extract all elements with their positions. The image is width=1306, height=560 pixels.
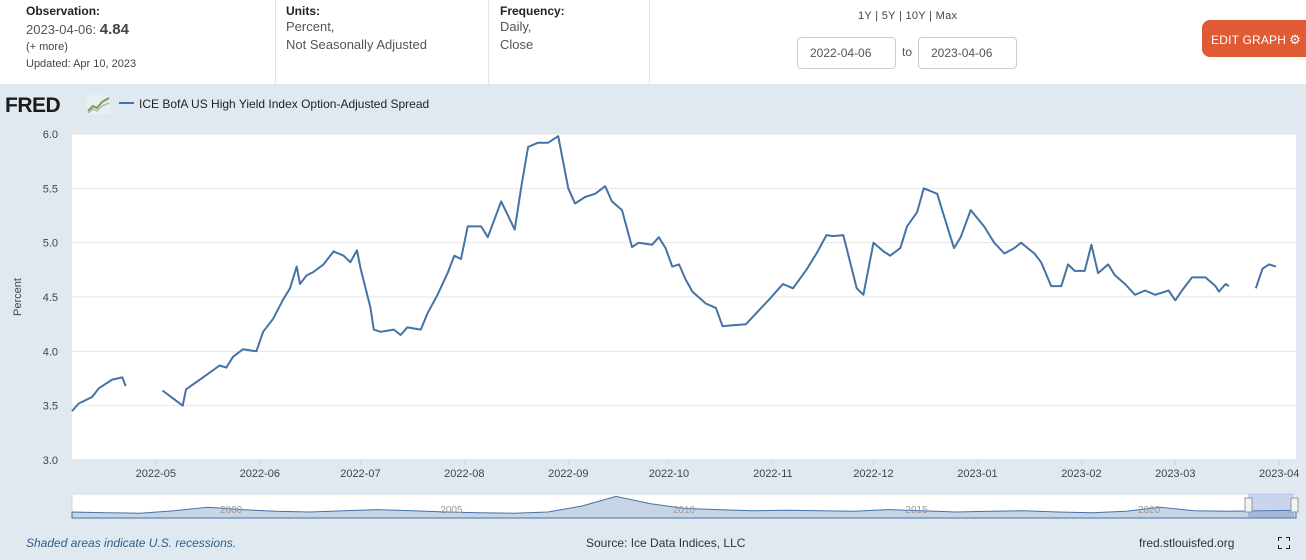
observation-label: Observation: — [26, 4, 101, 18]
navigator-label: 2015 — [905, 505, 928, 516]
x-tick-label: 2022-05 — [136, 468, 176, 480]
edit-graph-button[interactable]: EDIT GRAPH ⚙ — [1202, 20, 1306, 57]
chart-canvas[interactable]: 3.0 3.5 4.0 4.5 5.0 5.5 6.0 2022-05 2022-06 2022-… — [0, 84, 1306, 530]
series-line — [71, 376, 127, 412]
range-5y[interactable]: 5Y — [881, 10, 896, 22]
edit-graph-label: EDIT GRAPH — [1211, 33, 1287, 47]
navigator-label: 2010 — [673, 505, 696, 516]
navigator-label: 2005 — [440, 505, 463, 516]
source-text: Source: Ice Data Indices, LLC — [586, 536, 746, 550]
x-tick-label: 2022-08 — [444, 468, 484, 480]
x-tick-label: 2022-11 — [753, 468, 793, 480]
x-tick-label: 2023-04 — [1259, 468, 1299, 480]
fred-logo: FRED — [5, 94, 61, 117]
header-bar: Observation: 2023-04-06: 4.84 (+ more) U… — [0, 0, 1306, 84]
legend-label: ICE BofA US High Yield Index Option-Adju… — [139, 97, 430, 111]
to-label: to — [902, 45, 913, 59]
updated-text: Updated: Apr 10, 2023 — [26, 58, 137, 70]
navigator-series — [71, 495, 1297, 519]
y-tick-label: 3.5 — [43, 401, 58, 413]
y-tick-label: 4.0 — [43, 346, 58, 358]
navigator-label: 2000 — [220, 505, 243, 516]
units-line1: Percent, — [286, 19, 335, 34]
range-selector: 1Y | 5Y | 10Y | Max — [858, 10, 958, 22]
observation-line: 2023-04-06: 4.84 — [26, 21, 275, 39]
series-line — [1254, 263, 1277, 289]
y-tick-label: 5.0 — [43, 238, 58, 250]
y-tick-label: 5.5 — [43, 183, 58, 195]
legend-swatch — [119, 101, 134, 104]
range-max[interactable]: Max — [935, 10, 958, 22]
more-link[interactable]: (+ more) — [26, 41, 68, 53]
y-tick-label: 6.0 — [43, 129, 58, 141]
x-tick-label: 2022-12 — [853, 468, 893, 480]
x-tick-label: 2023-02 — [1061, 468, 1101, 480]
x-tick-label: 2022-07 — [340, 468, 380, 480]
navigator-selection[interactable] — [1248, 494, 1294, 518]
frequency-label: Frequency: — [500, 4, 565, 18]
frequency-line1: Daily, — [500, 19, 532, 34]
units-panel: Units: Percent, Not Seasonally Adjusted — [276, 0, 489, 84]
frequency-line2: Close — [500, 37, 534, 52]
navigator-handle[interactable] — [1244, 497, 1253, 513]
x-tick-label: 2022-10 — [649, 468, 689, 480]
observation-value: 4.84 — [99, 21, 129, 38]
range-10y[interactable]: 10Y — [905, 10, 926, 22]
gear-icon: ⚙ — [1289, 32, 1301, 47]
navigator-label: 2020 — [1138, 505, 1161, 516]
recession-note: Shaded areas indicate U.S. recessions. — [26, 536, 237, 550]
y-axis-label: Percent — [12, 278, 24, 316]
y-tick-label: 4.5 — [43, 292, 58, 304]
x-tick-label: 2022-06 — [240, 468, 280, 480]
frequency-panel: Frequency: Daily, Close — [489, 0, 650, 84]
units-label: Units: — [286, 4, 320, 18]
units-line2: Not Seasonally Adjusted — [286, 37, 427, 52]
navigator-handle[interactable] — [1290, 497, 1299, 513]
y-tick-label: 3.0 — [43, 455, 58, 467]
fred-logo-icon — [87, 95, 110, 114]
site-link[interactable]: fred.stlouisfed.org — [1139, 536, 1235, 550]
range-1y[interactable]: 1Y — [858, 10, 872, 22]
start-date-input[interactable]: 2022-04-06 — [797, 37, 896, 69]
x-tick-label: 2022-09 — [548, 468, 588, 480]
x-tick-label: 2023-01 — [957, 468, 997, 480]
chart-legend[interactable]: ICE BofA US High Yield Index Option-Adju… — [119, 97, 429, 111]
observation-panel: Observation: 2023-04-06: 4.84 (+ more) U… — [0, 0, 276, 84]
x-tick-label: 2023-03 — [1155, 468, 1195, 480]
end-date-input[interactable]: 2023-04-06 — [918, 37, 1017, 69]
fullscreen-icon[interactable] — [1278, 537, 1290, 549]
observation-date: 2023-04-06: — [26, 22, 97, 37]
series-line — [161, 135, 1230, 407]
